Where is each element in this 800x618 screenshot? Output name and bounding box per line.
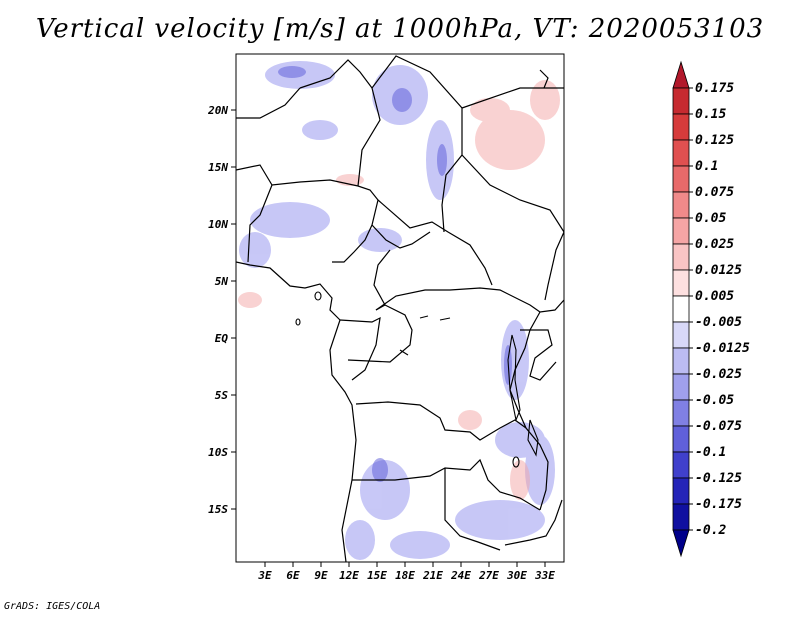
colorbar-label: -0.175 (695, 497, 742, 512)
colorbar-segment (672, 451, 690, 479)
colorbar-segment (672, 165, 690, 193)
lat-label-5s: 5S (215, 389, 229, 402)
lon-label-18e: 18E (395, 569, 415, 582)
lon-label-6e: 6E (286, 569, 300, 582)
field-layer (236, 54, 564, 562)
colorbar-label: -0.05 (695, 393, 734, 408)
colorbar-segment (672, 243, 690, 271)
colorbar-label: -0.125 (695, 471, 742, 486)
lon-label-15e: 15E (367, 569, 387, 582)
colorbar-label: 0.0125 (695, 263, 742, 278)
colorbar-segment (672, 425, 690, 453)
colorbar-label: -0.075 (695, 419, 742, 434)
lon-label-9e: 9E (314, 569, 328, 582)
colorbar-segment (672, 399, 690, 427)
lon-label-3e: 3E (257, 569, 272, 582)
colorbar-label: -0.2 (695, 523, 726, 538)
footer-credit: GrADS: IGES/COLA (4, 601, 101, 612)
lat-label-5n: 5N (215, 275, 229, 288)
colorbar-label: 0.15 (695, 107, 726, 122)
lon-label-24e: 24E (450, 569, 471, 582)
lon-label-12e: 12E (339, 569, 359, 582)
colorbar: 0.175 0.15 0.125 0.1 0.075 0.05 0.025 0.0125 0.0… (672, 60, 750, 558)
lat-label-15n: 15N (208, 161, 228, 174)
map-title: Vertical velocity [m/s] at 1000hPa, VT: … (35, 14, 765, 44)
colorbar-label: -0.025 (695, 367, 742, 382)
colorbar-segment (672, 347, 690, 375)
colorbar-label: 0.075 (695, 185, 734, 200)
lon-label-27e: 27E (478, 569, 499, 582)
lat-label-10n: 10N (208, 218, 228, 231)
lon-label-21e: 21E (422, 569, 443, 582)
plot-frame (235, 53, 565, 563)
lon-label-33e: 33E (534, 569, 555, 582)
lon-label-30e: 30E (506, 569, 527, 582)
colorbar-segment (672, 529, 690, 558)
colorbar-segment (672, 217, 690, 245)
lat-label-eq: EQ (215, 332, 229, 345)
colorbar-segment (672, 139, 690, 167)
colorbar-label: 0.175 (695, 81, 734, 96)
colorbar-segment (672, 87, 690, 115)
latitude-axis (231, 109, 236, 510)
colorbar-segment (672, 295, 690, 323)
lat-label-20n: 20N (207, 104, 228, 117)
colorbar-segment (672, 321, 690, 349)
colorbar-label: 0.005 (695, 289, 734, 304)
colorbar-label: -0.0125 (695, 341, 750, 356)
lat-label-15s: 15S (208, 503, 228, 516)
colorbar-segment (672, 60, 690, 89)
colorbar-segment (672, 477, 690, 505)
colorbar-label: 0.125 (695, 133, 734, 148)
country-borders (236, 55, 564, 562)
colorbar-segment (672, 113, 690, 141)
colorbar-segment (672, 269, 690, 297)
longitude-axis (264, 562, 546, 567)
colorbar-label: 0.1 (695, 159, 718, 174)
colorbar-label: 0.05 (695, 211, 726, 226)
colorbar-segment (672, 503, 690, 531)
colorbar-segment (672, 191, 690, 219)
colorbar-label: -0.1 (695, 445, 726, 460)
colorbar-label: -0.005 (695, 315, 742, 330)
lat-label-10s: 10S (208, 446, 228, 459)
colorbar-label: 0.025 (695, 237, 734, 252)
colorbar-segment (672, 373, 690, 401)
